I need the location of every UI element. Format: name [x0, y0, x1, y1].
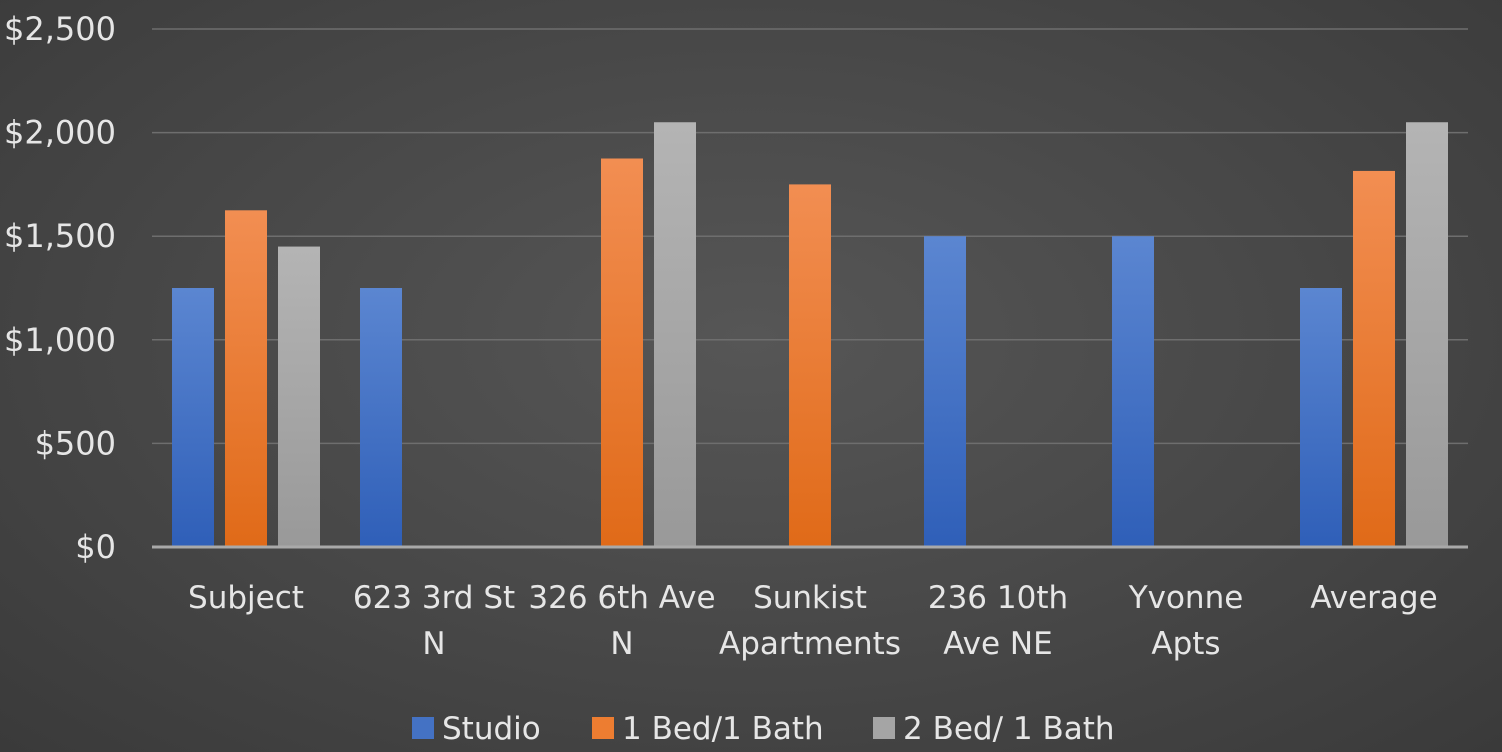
- bars: [172, 122, 1448, 548]
- bar-2-bed-1-bath: [1406, 122, 1448, 548]
- bar-2-bed-1-bath: [654, 122, 696, 548]
- x-category-label: Subject: [188, 580, 304, 616]
- y-tick-label: $500: [35, 424, 116, 462]
- x-category-label: 236 10th Ave NE: [928, 580, 1068, 662]
- bar-1-bed-1-bath: [225, 210, 267, 548]
- bar-1-bed-1-bath: [601, 158, 643, 547]
- bar-1-bed-1-bath: [789, 184, 831, 547]
- bar-studio: [360, 288, 402, 547]
- x-category-label: Yvonne Apts: [1128, 580, 1244, 662]
- bar-2-bed-1-bath: [278, 246, 320, 547]
- x-category-label: 326 6th Ave N: [528, 580, 715, 662]
- y-axis: $0 $500 $1,000 $1,500 $2,000 $2,500: [4, 10, 116, 566]
- y-tick-label: $2,500: [4, 10, 116, 48]
- y-tick-label: $1,500: [4, 217, 116, 255]
- y-tick-label: $0: [75, 528, 116, 566]
- bar-1-bed-1-bath: [1353, 170, 1395, 547]
- legend-swatch: [592, 717, 614, 739]
- bar-studio: [924, 236, 966, 547]
- x-category-label: Sunkist Apartments: [719, 580, 901, 662]
- x-category-label: 623 3rd St N: [353, 580, 515, 662]
- bar-studio: [1112, 236, 1154, 547]
- bar-studio: [1300, 288, 1342, 547]
- legend-label: Studio: [442, 711, 541, 747]
- y-tick-label: $2,000: [4, 114, 116, 152]
- legend-label: 1 Bed/1 Bath: [622, 711, 824, 747]
- y-tick-label: $1,000: [4, 321, 116, 359]
- legend-swatch: [873, 717, 895, 739]
- legend-label: 2 Bed/ 1 Bath: [903, 711, 1115, 747]
- legend-swatch: [412, 717, 434, 739]
- legend: Studio 1 Bed/1 Bath 2 Bed/ 1 Bath: [412, 711, 1115, 747]
- x-category-label: Average: [1310, 580, 1437, 616]
- bar-studio: [172, 288, 214, 547]
